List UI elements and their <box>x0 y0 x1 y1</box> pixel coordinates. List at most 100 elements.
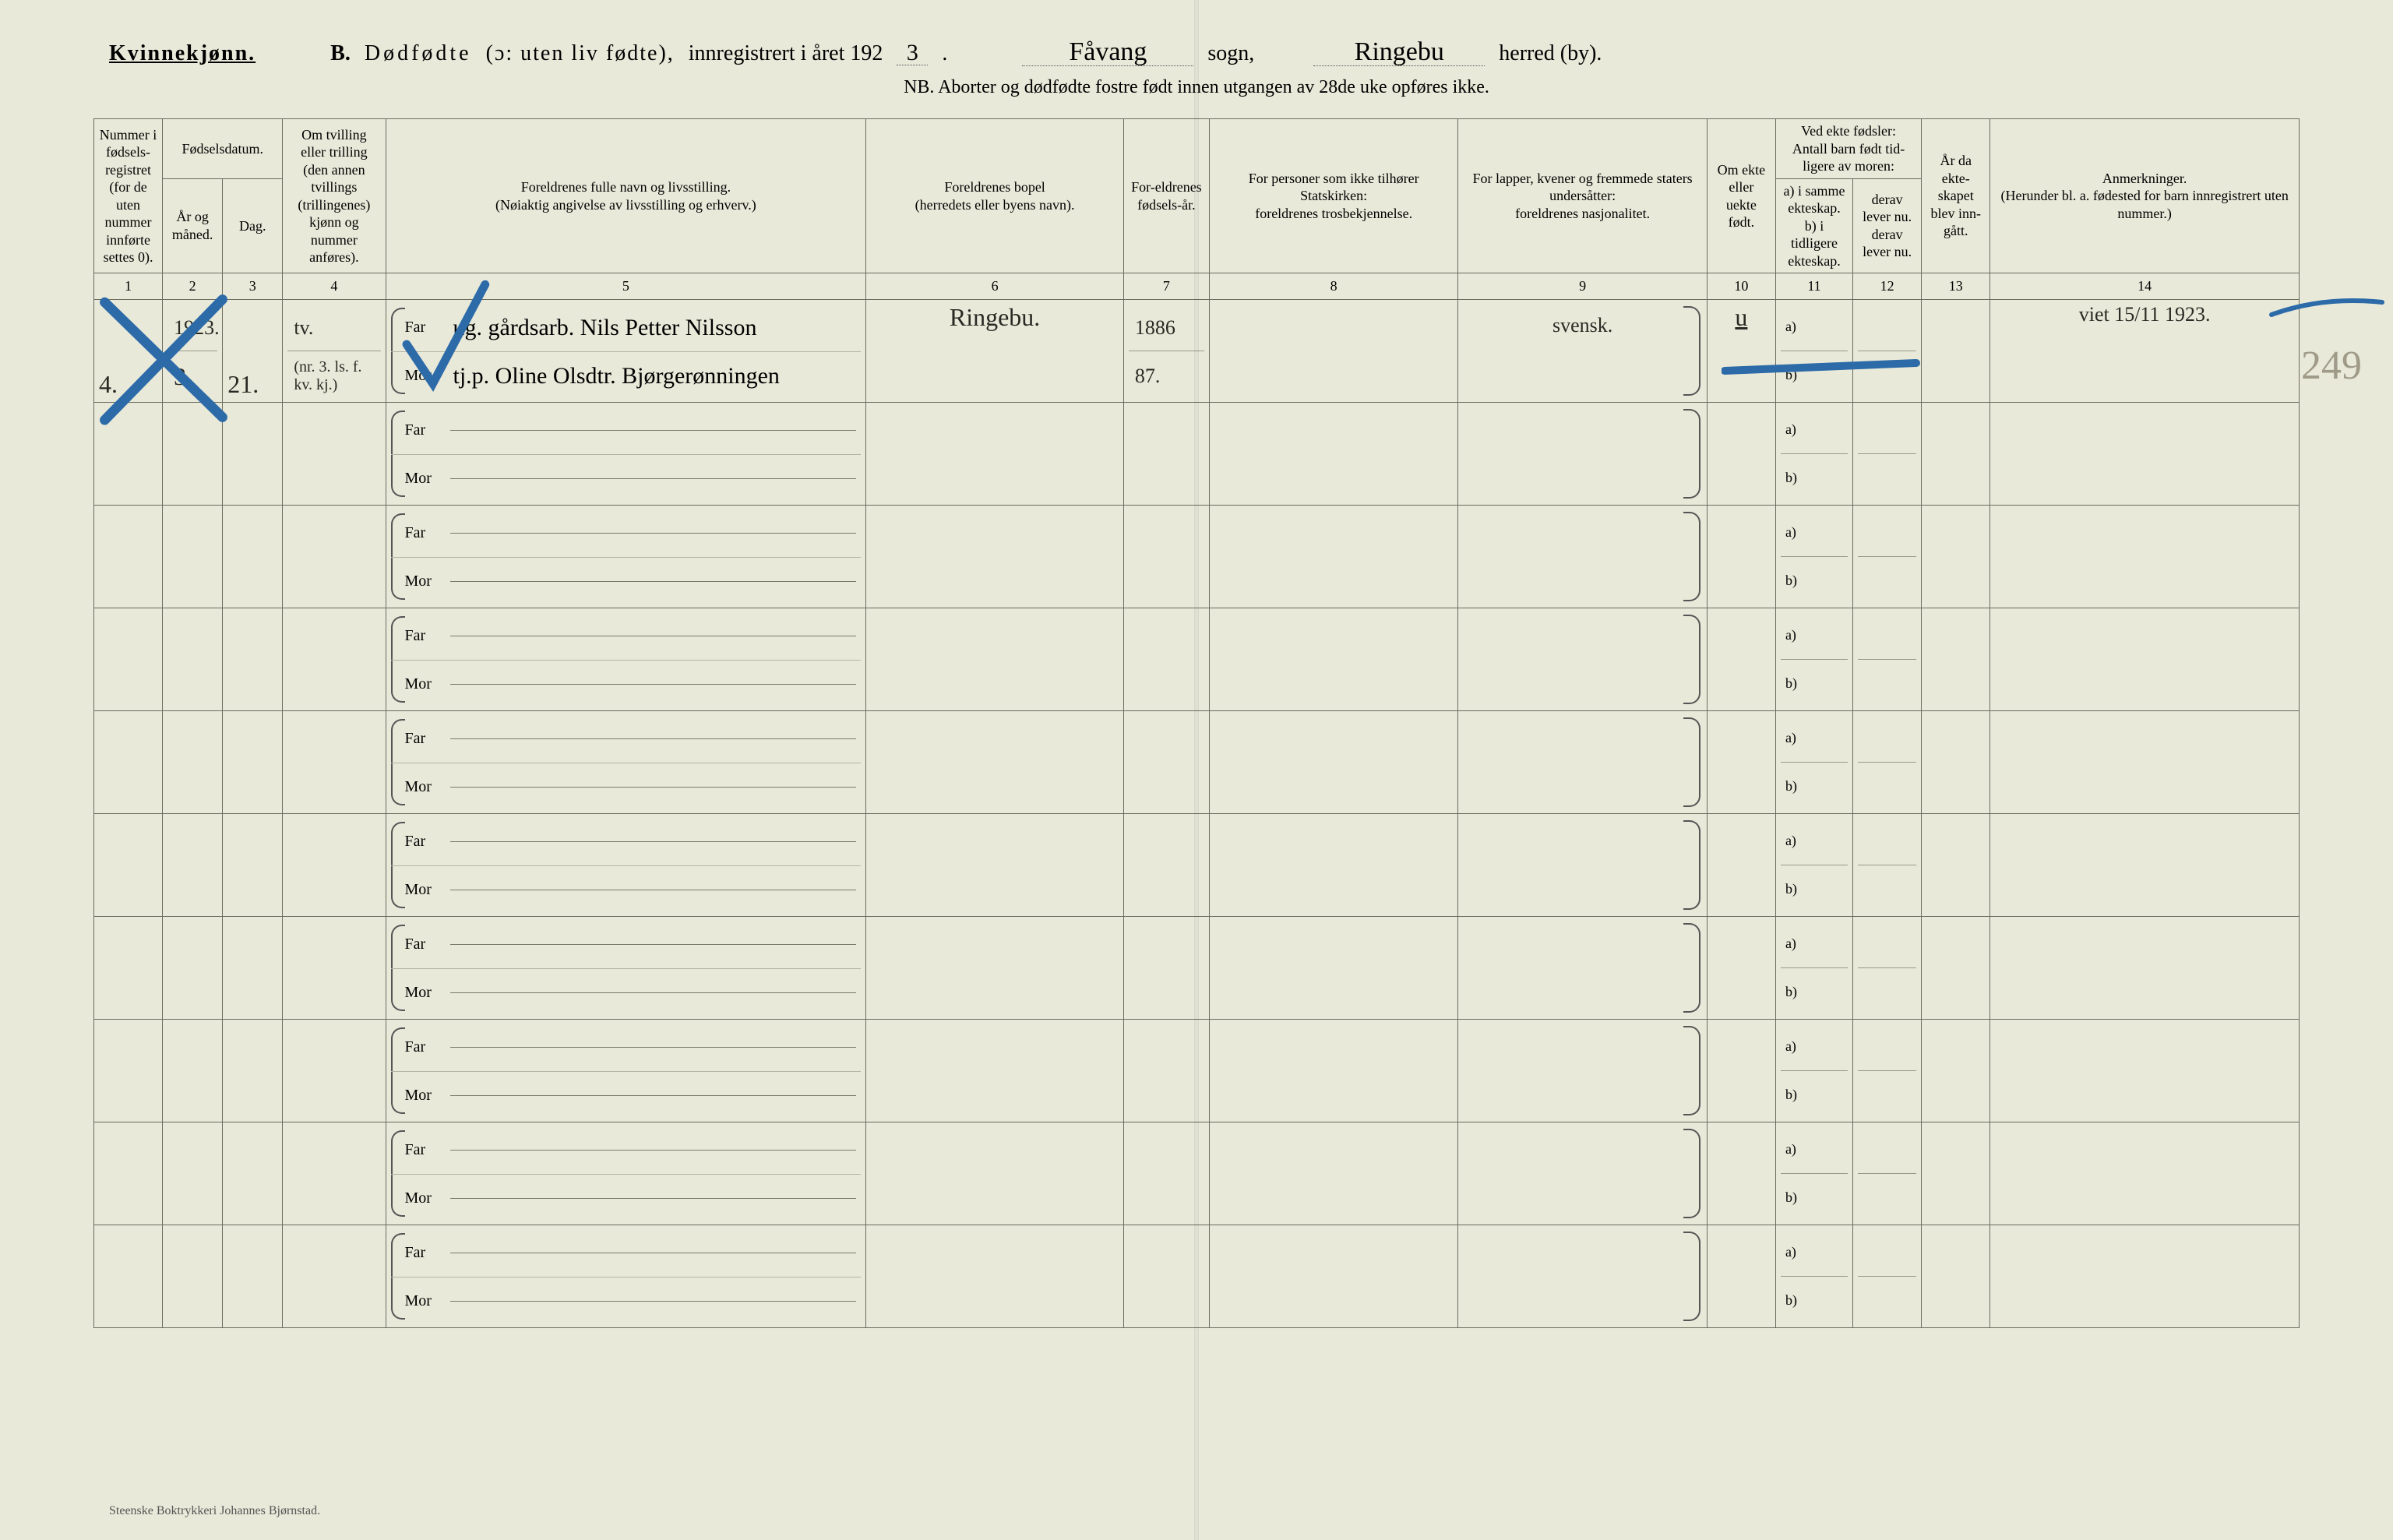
entry-mor-year: 87. <box>1135 365 1161 388</box>
entry-anm: viet 15/11 1923. <box>2079 303 2211 326</box>
a-label: a) <box>1785 319 1796 335</box>
title-main: Dødfødte <box>365 41 472 66</box>
brace-right-icon <box>1683 409 1700 499</box>
cell-c13 <box>1922 403 1990 506</box>
far-label: Far <box>405 524 446 542</box>
entry-tvilling-top: tv. <box>294 316 313 340</box>
cell-c5-parents: FarMor <box>386 917 866 1020</box>
colnum: 1 <box>94 273 163 300</box>
colnum: 5 <box>386 273 866 300</box>
cell-c4 <box>283 1020 386 1122</box>
cell-c1 <box>94 403 163 506</box>
cell-c9 <box>1458 917 1707 1020</box>
a-label: a) <box>1785 627 1796 643</box>
printer-footer: Steenske Boktrykkeri Johannes Bjørnstad. <box>109 1504 320 1518</box>
cell-c4 <box>283 403 386 506</box>
col-header-9: For lapper, kvener og fremmede staters u… <box>1458 119 1707 273</box>
cell-c6 <box>866 711 1123 814</box>
sogn-label: sogn, <box>1207 41 1254 66</box>
brace-right-icon <box>1683 1232 1700 1321</box>
cell-c4 <box>283 917 386 1020</box>
gender-label: Kvinnekjønn. <box>109 41 256 66</box>
colnum: 10 <box>1707 273 1775 300</box>
cell-c9 <box>1458 403 1707 506</box>
cell-c6 <box>866 608 1123 711</box>
cell-c4: tv. (nr. 3. ls. f. kv. kj.) <box>283 300 386 403</box>
cell-c3 <box>223 814 283 917</box>
mor-label: Mor <box>405 1189 446 1207</box>
cell-c5-parents: FarMor <box>386 403 866 506</box>
cell-c5-parents: FarMor <box>386 608 866 711</box>
brace-right-icon <box>1683 615 1700 704</box>
brace-right-icon <box>1683 717 1700 807</box>
col-header-13: År da ekte-skapet blev inn-gått. <box>1922 119 1990 273</box>
b-label: b) <box>1785 881 1797 897</box>
a-label: a) <box>1785 833 1796 849</box>
far-label: Far <box>405 1141 446 1159</box>
cell-c4 <box>283 608 386 711</box>
cell-c13 <box>1922 1122 1990 1225</box>
cell-c9: svensk. <box>1458 300 1707 403</box>
cell-c9 <box>1458 814 1707 917</box>
cell-c13 <box>1922 300 1990 403</box>
cell-c10 <box>1707 1020 1775 1122</box>
cell-c4 <box>283 506 386 608</box>
cell-c14: viet 15/11 1923. <box>1990 300 2300 403</box>
entry-year: 1923. <box>174 316 220 340</box>
cell-c3: 21. <box>223 300 283 403</box>
brace-right-icon <box>1683 820 1700 910</box>
far-label: Far <box>405 421 446 439</box>
a-label: a) <box>1785 524 1796 541</box>
cell-c9 <box>1458 1020 1707 1122</box>
cell-c14 <box>1990 1020 2300 1122</box>
cell-c14 <box>1990 403 2300 506</box>
brace-right-icon <box>1683 512 1700 601</box>
colnum: 8 <box>1209 273 1457 300</box>
cell-c8 <box>1209 814 1457 917</box>
cell-c2 <box>163 1020 223 1122</box>
col-header-3: Dag. <box>223 178 283 273</box>
colnum: 2 <box>163 273 223 300</box>
brace-right-icon <box>1683 306 1700 396</box>
cell-c2: 1923. 3 <box>163 300 223 403</box>
cell-c14 <box>1990 917 2300 1020</box>
col-header-fdat: Fødselsdatum. <box>163 119 283 179</box>
mor-label: Mor <box>405 881 446 899</box>
cell-c11: a) b) <box>1775 506 1852 608</box>
cell-c12 <box>1853 1020 1922 1122</box>
cell-c2 <box>163 1122 223 1225</box>
cell-c1 <box>94 1020 163 1122</box>
b-label: b) <box>1785 984 1797 1000</box>
b-label: b) <box>1785 675 1797 692</box>
mor-label: Mor <box>405 1292 446 1310</box>
cell-c3 <box>223 1122 283 1225</box>
cell-c4 <box>283 1122 386 1225</box>
cell-c13 <box>1922 917 1990 1020</box>
a-label: a) <box>1785 730 1796 746</box>
cell-c11: a)b) <box>1775 403 1852 506</box>
b-label: b) <box>1785 573 1797 589</box>
cell-c5-parents: FarMor <box>386 506 866 608</box>
col-header-1: Nummer i fødsels-registret (for de uten … <box>94 119 163 273</box>
cell-c8 <box>1209 1122 1457 1225</box>
cell-c1 <box>94 506 163 608</box>
cell-c11: a) b) <box>1775 814 1852 917</box>
mor-label: Mor <box>405 1087 446 1105</box>
cell-c6 <box>866 917 1123 1020</box>
col-header-8: For personer som ikke tilhører Statskirk… <box>1209 119 1457 273</box>
cell-c8 <box>1209 917 1457 1020</box>
cell-c11: a)b) <box>1775 917 1852 1020</box>
cell-c12 <box>1853 711 1922 814</box>
title-reg-prefix: innregistrert i året 192 <box>689 41 883 66</box>
cell-c5-parents: Far Mor <box>386 1122 866 1225</box>
cell-c14 <box>1990 1122 2300 1225</box>
cell-c2 <box>163 814 223 917</box>
cell-c3 <box>223 403 283 506</box>
cell-c3 <box>223 1020 283 1122</box>
mor-label: Mor <box>405 984 446 1002</box>
cell-c10: u <box>1707 300 1775 403</box>
cell-c12 <box>1853 1225 1922 1328</box>
cell-c4 <box>283 814 386 917</box>
cell-c14 <box>1990 506 2300 608</box>
page-header: Kvinnekjønn. B. Dødfødte (ɔ: uten liv fø… <box>109 39 2300 66</box>
